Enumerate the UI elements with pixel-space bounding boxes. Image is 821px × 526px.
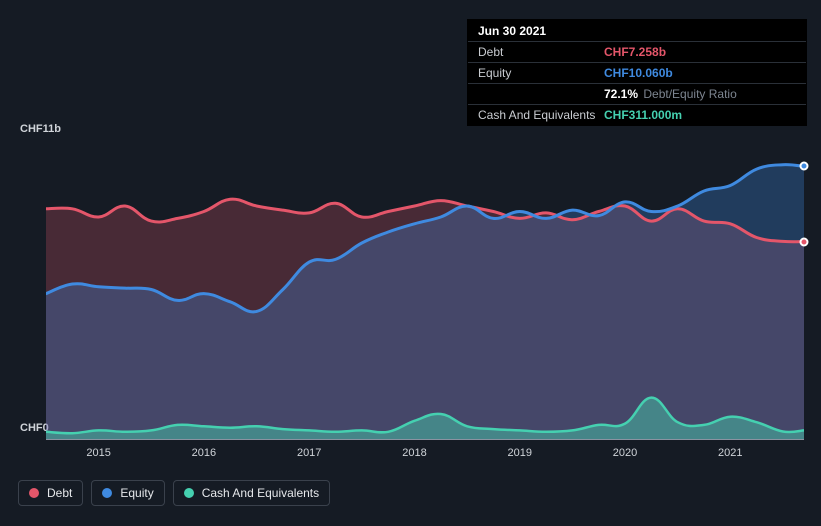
tooltip-row: DebtCHF7.258b xyxy=(468,41,806,62)
x-tick-label: 2016 xyxy=(192,447,216,459)
tooltip-row-value: 72.1% Debt/Equity Ratio xyxy=(604,87,737,101)
tooltip-row-label: Cash And Equivalents xyxy=(478,108,604,122)
end-marker-debt xyxy=(800,237,809,246)
chart-tooltip: Jun 30 2021 DebtCHF7.258bEquityCHF10.060… xyxy=(467,19,807,126)
legend-swatch-icon xyxy=(29,488,39,498)
chart-plot-area[interactable] xyxy=(46,139,804,440)
x-tick-label: 2015 xyxy=(86,447,110,459)
y-axis-bottom-label: CHF0 xyxy=(20,422,49,434)
tooltip-row-value: CHF311.000m xyxy=(604,108,682,122)
x-tick-label: 2018 xyxy=(402,447,426,459)
tooltip-row-value: CHF10.060b xyxy=(604,66,673,80)
tooltip-date: Jun 30 2021 xyxy=(468,24,806,41)
legend-label: Debt xyxy=(47,486,72,500)
tooltip-row-label: Debt xyxy=(478,45,604,59)
x-axis: 2015 2016 2017 2018 2019 2020 2021 xyxy=(46,447,804,467)
x-tick-label: 2019 xyxy=(508,447,532,459)
legend-swatch-icon xyxy=(102,488,112,498)
tooltip-row-label xyxy=(478,87,604,101)
x-tick-label: 2021 xyxy=(718,447,742,459)
y-axis-top-label: CHF11b xyxy=(20,123,61,135)
tooltip-row-value: CHF7.258b xyxy=(604,45,666,59)
x-tick-label: 2017 xyxy=(297,447,321,459)
tooltip-row-label: Equity xyxy=(478,66,604,80)
tooltip-row: Cash And EquivalentsCHF311.000m xyxy=(468,104,806,125)
legend-item[interactable]: Debt xyxy=(18,480,83,506)
legend-label: Cash And Equivalents xyxy=(202,486,319,500)
end-marker-equity xyxy=(800,162,809,171)
tooltip-row: EquityCHF10.060b xyxy=(468,62,806,83)
chart-legend: Debt Equity Cash And Equivalents xyxy=(18,480,330,506)
x-tick-label: 2020 xyxy=(613,447,637,459)
legend-label: Equity xyxy=(120,486,153,500)
legend-item[interactable]: Cash And Equivalents xyxy=(173,480,330,506)
legend-swatch-icon xyxy=(184,488,194,498)
legend-item[interactable]: Equity xyxy=(91,480,164,506)
tooltip-row: 72.1% Debt/Equity Ratio xyxy=(468,83,806,104)
